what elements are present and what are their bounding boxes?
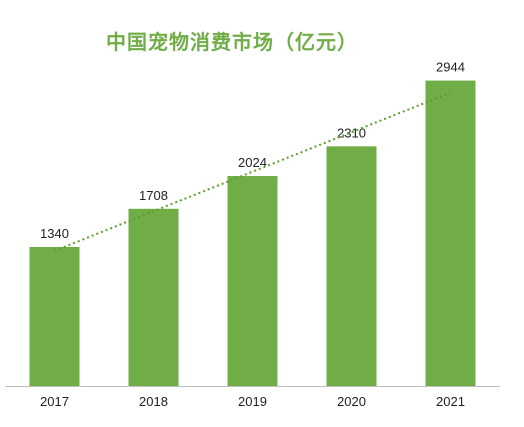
trendline bbox=[54, 91, 451, 252]
value-label-2019: 2024 bbox=[238, 155, 267, 170]
x-tick-2018: 2018 bbox=[139, 394, 168, 409]
bar-2018 bbox=[128, 208, 179, 386]
value-label-2021: 2944 bbox=[436, 60, 465, 75]
value-label-2020: 2310 bbox=[337, 125, 366, 140]
x-tick-2020: 2020 bbox=[337, 394, 366, 409]
trendline-group bbox=[54, 91, 451, 252]
x-tick-labels-group: 2017 2018 2019 2020 2021 bbox=[40, 394, 465, 409]
bar-2019 bbox=[227, 176, 278, 386]
chart-title: 中国宠物消费市场（亿元） bbox=[106, 30, 358, 54]
bars-group bbox=[29, 80, 476, 386]
x-tick-2021: 2021 bbox=[436, 394, 465, 409]
bar-2017 bbox=[29, 246, 80, 386]
value-label-2017: 1340 bbox=[40, 226, 69, 241]
x-tick-2017: 2017 bbox=[40, 394, 69, 409]
value-labels-group: 1340 1708 2024 2310 2944 bbox=[40, 60, 465, 241]
bar-2021 bbox=[425, 80, 476, 386]
value-label-2018: 1708 bbox=[139, 188, 168, 203]
bar-2020 bbox=[326, 146, 377, 386]
x-tick-2019: 2019 bbox=[238, 394, 267, 409]
